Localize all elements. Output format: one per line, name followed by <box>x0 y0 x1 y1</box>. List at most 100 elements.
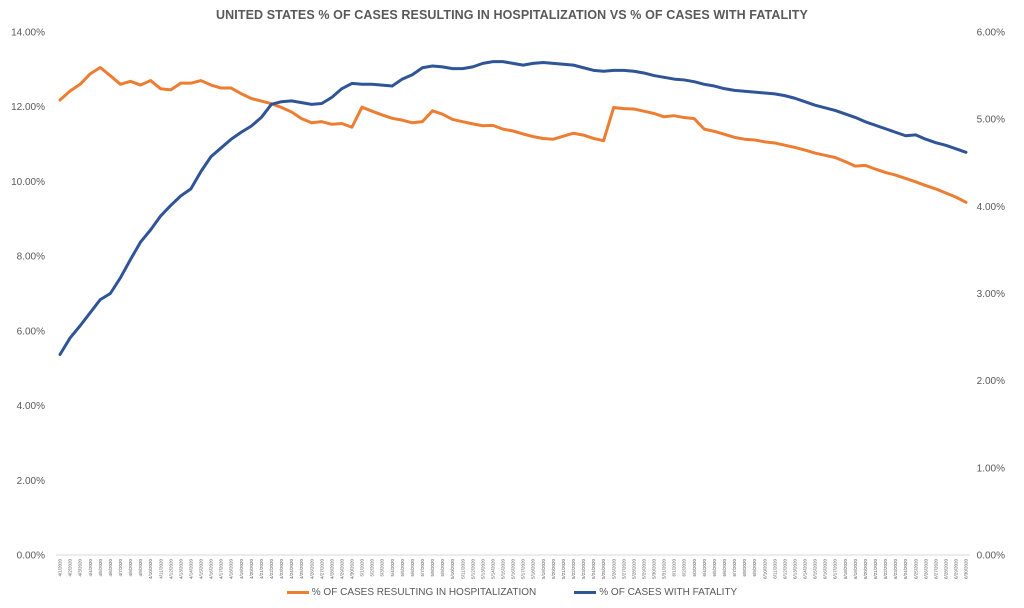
x-tick-label: 6/14/2020 <box>803 559 808 580</box>
legend-swatch-hospitalization <box>286 591 309 594</box>
x-tick-label: 5/8/2020 <box>430 559 435 577</box>
x-tick-label: 6/6/2020 <box>722 559 727 577</box>
legend-label-fatality: % OF CASES WITH FATALITY <box>599 587 738 598</box>
x-tick-label: 6/27/2020 <box>933 559 938 580</box>
x-tick-label: 4/16/2020 <box>209 559 214 580</box>
series-lines <box>58 60 968 357</box>
x-tick-label: 5/17/2020 <box>521 559 526 580</box>
x-tick-label: 5/29/2020 <box>641 559 646 580</box>
y-right-tick-label: 4.00% <box>977 202 1005 213</box>
y-left-tick-label: 8.00% <box>17 252 45 263</box>
x-tick-label: 6/24/2020 <box>903 559 908 580</box>
y-right-tick-label: 6.00% <box>977 28 1005 39</box>
x-tick-label: 5/1/2020 <box>360 559 365 577</box>
x-tick-label: 5/2/2020 <box>370 559 375 577</box>
chart-title: UNITED STATES % OF CASES RESULTING IN HO… <box>216 8 808 22</box>
x-tick-label: 6/18/2020 <box>843 559 848 580</box>
legend-item-fatality: % OF CASES WITH FATALITY <box>574 587 737 598</box>
x-tick-label: 6/15/2020 <box>813 559 818 580</box>
x-tick-label: 6/28/2020 <box>943 559 948 580</box>
x-tick-label: 6/23/2020 <box>893 559 898 580</box>
x-tick-label: 5/10/2020 <box>450 559 455 580</box>
legend-item-hospitalization: % OF CASES RESULTING IN HOSPITALIZATION <box>286 587 537 598</box>
x-tick-label: 5/19/2020 <box>541 559 546 580</box>
x-tick-label: 4/15/2020 <box>199 559 204 580</box>
x-tick-label: 4/30/2020 <box>350 559 355 580</box>
x-tick-label: 4/28/2020 <box>329 559 334 580</box>
x-tick-label: 5/14/2020 <box>490 559 495 580</box>
x-tick-label: 4/29/2020 <box>339 559 344 580</box>
x-tick-label: 6/8/2020 <box>742 559 747 577</box>
x-tick-label: 4/2/2020 <box>68 559 73 577</box>
x-tick-label: 4/24/2020 <box>289 559 294 580</box>
x-tick-label: 4/12/2020 <box>168 559 173 580</box>
y-left-tick-label: 10.00% <box>11 177 45 188</box>
x-tick-label: 6/12/2020 <box>782 559 787 580</box>
x-tick-label: 5/30/2020 <box>652 559 657 580</box>
x-tick-label: 6/13/2020 <box>792 559 797 580</box>
x-tick-label: 5/23/2020 <box>581 559 586 580</box>
x-tick-label: 4/9/2020 <box>138 559 143 577</box>
x-tick-label: 5/31/2020 <box>662 559 667 580</box>
legend-swatch-fatality <box>574 591 597 594</box>
x-tick-label: 4/19/2020 <box>239 559 244 580</box>
y-left-tick-label: 0.00% <box>17 551 45 562</box>
y-axis-right: 0.00% 1.00% 2.00% 3.00% 4.00% 5.00% 6.00% <box>977 28 1005 562</box>
x-tick-label: 6/11/2020 <box>772 559 777 579</box>
y-right-tick-label: 2.00% <box>977 376 1005 387</box>
x-tick-label: 6/19/2020 <box>853 559 858 580</box>
x-tick-label: 4/7/2020 <box>118 559 123 577</box>
x-tick-label: 5/22/2020 <box>571 559 576 580</box>
x-tick-label: 5/5/2020 <box>400 559 405 577</box>
x-tick-label: 6/16/2020 <box>823 559 828 580</box>
x-tick-label: 6/22/2020 <box>883 559 888 580</box>
x-tick-label: 6/3/2020 <box>692 559 697 577</box>
x-tick-label: 5/28/2020 <box>631 559 636 580</box>
x-tick-label: 5/3/2020 <box>380 559 385 577</box>
x-tick-label: 5/9/2020 <box>440 559 445 577</box>
x-tick-label: 6/7/2020 <box>732 559 737 577</box>
y-right-tick-label: 3.00% <box>977 289 1005 300</box>
x-tick-label: 6/1/2020 <box>672 559 677 577</box>
x-tick-label: 5/24/2020 <box>591 559 596 580</box>
x-tick-label: 4/27/2020 <box>319 559 324 580</box>
x-tick-label: 6/30/2020 <box>964 559 969 580</box>
series-line-hospitalization <box>58 65 968 204</box>
x-tick-label: 5/7/2020 <box>420 559 425 577</box>
x-tick-label: 5/11/2020 <box>460 559 465 579</box>
x-tick-label: 5/25/2020 <box>601 559 606 580</box>
x-tick-label: 5/16/2020 <box>511 559 516 580</box>
x-tick-label: 4/23/2020 <box>279 559 284 580</box>
x-tick-label: 6/10/2020 <box>762 559 767 580</box>
y-left-tick-label: 6.00% <box>17 326 45 337</box>
y-right-tick-label: 1.00% <box>977 463 1005 474</box>
x-tick-label: 5/26/2020 <box>611 559 616 580</box>
y-right-tick-label: 0.00% <box>977 551 1005 562</box>
x-tick-label: 6/5/2020 <box>712 559 717 577</box>
x-tick-label: 4/25/2020 <box>299 559 304 580</box>
x-tick-label: 5/21/2020 <box>561 559 566 580</box>
x-tick-label: 5/18/2020 <box>531 559 536 580</box>
legend-label-hospitalization: % OF CASES RESULTING IN HOSPITALIZATION <box>311 587 537 598</box>
x-tick-label: 4/8/2020 <box>128 559 133 577</box>
x-tick-label: 4/18/2020 <box>229 559 234 580</box>
x-tick-label: 4/6/2020 <box>108 559 113 577</box>
x-tick-label: 4/11/2020 <box>158 559 163 579</box>
x-tick-label: 5/15/2020 <box>501 559 506 580</box>
y-left-tick-label: 12.00% <box>11 102 45 113</box>
y-left-tick-label: 14.00% <box>11 28 45 39</box>
x-tick-label: 6/2/2020 <box>682 559 687 577</box>
x-tick-label: 6/17/2020 <box>833 559 838 580</box>
x-tick-label: 4/1/2020 <box>58 559 63 577</box>
x-tick-label: 4/3/2020 <box>78 559 83 577</box>
x-tick-label: 6/4/2020 <box>702 559 707 577</box>
x-tick-label: 6/26/2020 <box>923 559 928 580</box>
x-tick-label: 4/5/2020 <box>98 559 103 577</box>
x-tick-label: 6/25/2020 <box>913 559 918 580</box>
y-axis-left: 0.00% 2.00% 4.00% 6.00% 8.00% 10.00% 12.00% 14.… <box>11 28 45 562</box>
x-tick-label: 4/4/2020 <box>88 559 93 577</box>
x-tick-label: 5/6/2020 <box>410 559 415 577</box>
x-tick-label: 4/20/2020 <box>249 559 254 580</box>
x-tick-label: 6/9/2020 <box>752 559 757 577</box>
